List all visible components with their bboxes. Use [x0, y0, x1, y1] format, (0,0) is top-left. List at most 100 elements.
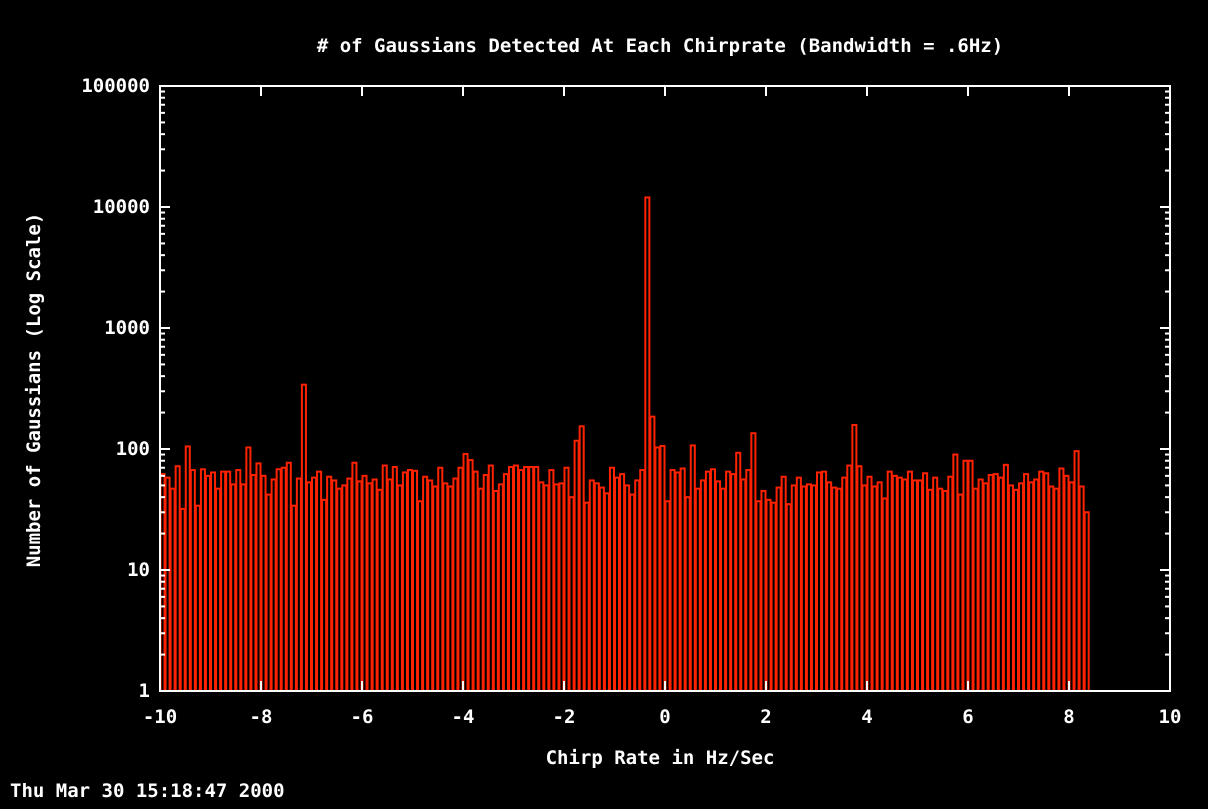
histogram-bar [639, 469, 646, 693]
histogram-bar [1007, 484, 1014, 693]
histogram-bar [957, 493, 964, 692]
histogram-bar [816, 471, 823, 693]
histogram-bar [649, 415, 656, 692]
histogram-bar [381, 464, 388, 693]
histogram-bar [836, 487, 843, 692]
histogram-bar [715, 480, 722, 692]
x-tick-label: 0 [659, 706, 670, 728]
y-tick-label: 1000 [104, 317, 150, 339]
histogram-bar [477, 487, 484, 692]
histogram-bar [896, 476, 903, 692]
histogram-bar [755, 500, 762, 692]
histogram-bar [669, 469, 676, 693]
histogram-bar [785, 503, 792, 693]
histogram-bar [194, 504, 201, 692]
histogram-bar [608, 466, 616, 692]
y-axis-label: Number of Gaussians (Log Scale) [23, 213, 45, 568]
histogram-bar [558, 482, 565, 692]
histogram-bar [684, 496, 691, 692]
histogram-bar [1073, 450, 1080, 692]
histogram-bar [452, 477, 459, 693]
histogram-bar [856, 465, 863, 693]
histogram-bar [502, 473, 509, 692]
x-tick-label: 10 [1159, 706, 1182, 728]
histogram-bar [341, 484, 348, 693]
histogram-bar [275, 468, 282, 692]
histogram-bar [619, 473, 626, 692]
histogram-bar [861, 484, 868, 693]
histogram-bar [780, 475, 787, 693]
histogram-bar [810, 484, 818, 693]
histogram-bar [740, 478, 747, 692]
x-tick-label: -8 [250, 706, 273, 728]
histogram-bar [891, 474, 898, 692]
histogram-bar [492, 489, 499, 692]
histogram-bar [321, 498, 328, 692]
histogram-bar [300, 383, 307, 692]
chart-title: # of Gaussians Detected At Each Chirprat… [317, 35, 1003, 57]
histogram-bar [972, 487, 979, 692]
histogram-bar [462, 452, 469, 692]
histogram-bar [674, 471, 681, 693]
histogram-bar [1053, 487, 1060, 692]
histogram-bar [901, 478, 908, 692]
histogram-bar [442, 482, 449, 692]
histogram-bar [745, 469, 752, 693]
histogram-bar [578, 425, 585, 692]
histogram-bar [1038, 470, 1045, 693]
histogram-bar [664, 500, 671, 692]
histogram-bar [260, 474, 267, 692]
histogram-bar [412, 469, 419, 692]
histogram-bar [184, 445, 191, 692]
histogram-bar [326, 475, 333, 693]
histogram-bar [396, 484, 403, 693]
histogram-bar [871, 485, 878, 692]
histogram-bar [1028, 481, 1035, 692]
histogram-bar [694, 487, 701, 692]
histogram-bar [255, 462, 262, 693]
histogram-bar [164, 476, 171, 692]
y-tick-label: 100000 [81, 75, 150, 97]
histogram-bar [1048, 485, 1055, 692]
timestamp-label: Thu Mar 30 15:18:47 2000 [10, 780, 285, 802]
histogram-bar [967, 459, 974, 693]
histogram-bar [235, 469, 242, 693]
histogram-bar [598, 486, 605, 692]
histogram-bar [846, 464, 853, 693]
histogram-bar [593, 482, 600, 692]
histogram-bar [513, 464, 520, 693]
y-tick-label: 10 [127, 559, 150, 581]
y-tick-label: 100 [116, 438, 150, 460]
x-tick-label: 4 [861, 706, 872, 728]
histogram-bar [290, 504, 297, 692]
histogram-bar [346, 477, 353, 693]
histogram-bar [179, 507, 186, 692]
x-tick-label: 6 [962, 706, 973, 728]
histogram-bar [709, 468, 717, 692]
histogram-bar [391, 466, 398, 692]
histogram-bar [760, 489, 767, 692]
histogram-bar [922, 472, 929, 692]
histogram-bar [432, 485, 439, 692]
y-tick-label: 1 [139, 680, 150, 702]
histogram-bar [583, 501, 590, 692]
histogram-bar [805, 483, 812, 692]
histogram-bar [215, 487, 222, 692]
bars-layer [159, 196, 1090, 693]
histogram-bar [376, 488, 383, 692]
histogram-bar [280, 466, 287, 692]
histogram-bar [295, 477, 302, 693]
histogram-bar [573, 439, 580, 692]
histogram-bar [730, 473, 737, 692]
histogram-bar [876, 481, 883, 692]
histogram-bar [992, 473, 999, 692]
histogram-bar [906, 470, 913, 693]
histogram-bar [563, 466, 570, 692]
histogram-bar [169, 487, 176, 692]
histogram-bar [265, 493, 272, 692]
histogram-bar [497, 483, 504, 692]
histogram-bar [518, 469, 525, 693]
histogram-bar [482, 473, 489, 693]
histogram-bar [230, 483, 237, 692]
